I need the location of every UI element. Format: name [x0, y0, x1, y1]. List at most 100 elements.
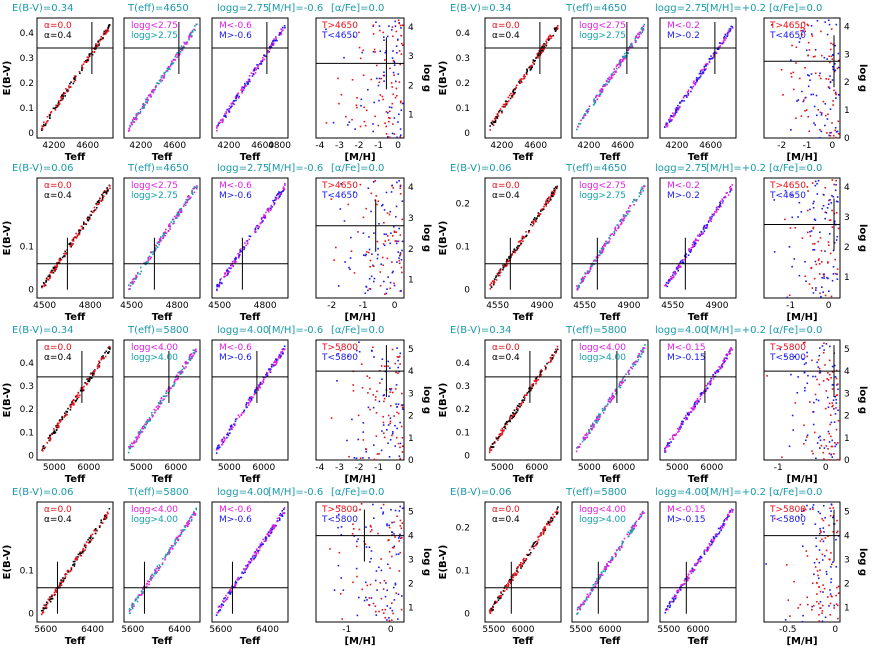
data-point [835, 398, 837, 401]
data-point [352, 581, 354, 584]
data-point [696, 398, 699, 400]
data-point [606, 80, 608, 83]
data-point [833, 89, 835, 92]
data-point [820, 114, 823, 116]
data-point [666, 125, 668, 128]
data-point [56, 426, 58, 429]
data-point [399, 24, 402, 27]
data-point [729, 190, 731, 193]
data-point [379, 382, 381, 384]
data-point [218, 285, 220, 288]
data-point [162, 236, 165, 238]
data-point [361, 386, 364, 389]
data-point [813, 431, 816, 434]
data-point [173, 381, 175, 384]
data-point [163, 76, 166, 78]
data-point [174, 543, 176, 546]
data-point [511, 253, 514, 256]
data-point [495, 276, 497, 279]
data-point [241, 571, 243, 574]
data-point [489, 446, 492, 449]
x-tick-label: 5000 [43, 463, 66, 473]
data-point [401, 437, 404, 439]
data-point [173, 215, 176, 218]
data-point [161, 563, 164, 566]
data-point [275, 363, 277, 366]
y-tick-label: 2 [408, 412, 414, 422]
data-point [353, 457, 356, 459]
data-point [373, 101, 376, 104]
data-point [691, 409, 694, 411]
data-point [392, 187, 395, 189]
data-point [546, 362, 548, 365]
data-point [128, 284, 130, 286]
data-point [386, 428, 388, 431]
data-point [812, 452, 814, 455]
data-point [357, 538, 359, 540]
data-point [391, 531, 393, 533]
data-point [619, 223, 622, 226]
data-point [273, 524, 276, 527]
data-point [622, 381, 624, 383]
data-point [726, 354, 728, 357]
data-point [636, 360, 639, 363]
data-point [267, 535, 270, 537]
data-point [837, 59, 840, 62]
x-axis-label: [M/H] [344, 636, 375, 647]
x-tick-label: 5000 [218, 463, 241, 473]
data-point [42, 281, 45, 284]
data-point [271, 206, 273, 208]
data-point [670, 114, 672, 117]
data-point [729, 28, 732, 30]
x-tick-label: 4800 [254, 301, 277, 311]
legend-entry: logg>4.00 [131, 353, 178, 363]
legend-entry: T<5800 [769, 353, 806, 363]
data-point [521, 237, 524, 240]
data-point [82, 221, 85, 224]
x-tick-label: 0 [823, 463, 829, 473]
data-point [244, 82, 246, 85]
data-point [72, 403, 74, 406]
data-point [108, 24, 111, 26]
data-point [57, 103, 60, 105]
data-point [258, 385, 260, 388]
data-point [235, 97, 237, 100]
data-point [820, 112, 823, 114]
data-point [666, 444, 668, 447]
data-point [105, 192, 108, 195]
data-point [712, 52, 715, 55]
data-point [598, 416, 600, 418]
data-point [824, 294, 827, 297]
data-point [180, 49, 183, 51]
legend-entry: α=0.0 [492, 343, 520, 353]
data-point [806, 209, 809, 212]
data-point [269, 529, 271, 532]
data-point [820, 30, 822, 33]
data-point [828, 134, 830, 137]
data-point [256, 64, 258, 66]
data-point [586, 272, 588, 275]
data-point [633, 363, 635, 365]
data-point [257, 227, 260, 230]
data-point [383, 280, 385, 283]
data-point [696, 79, 699, 82]
data-point [394, 80, 397, 83]
data-point [523, 397, 526, 399]
data-point [506, 258, 508, 261]
data-point [513, 415, 516, 418]
data-point [184, 361, 186, 364]
data-point [389, 422, 391, 425]
data-point [375, 64, 378, 67]
data-point [284, 182, 286, 185]
data-point [557, 506, 559, 508]
data-point [617, 227, 619, 230]
data-point [146, 422, 149, 424]
panel-frame [571, 177, 649, 299]
data-point [177, 535, 180, 538]
data-point [164, 234, 167, 237]
data-point [160, 77, 163, 79]
data-point [584, 438, 586, 441]
data-point [492, 442, 495, 445]
data-point [173, 220, 175, 223]
